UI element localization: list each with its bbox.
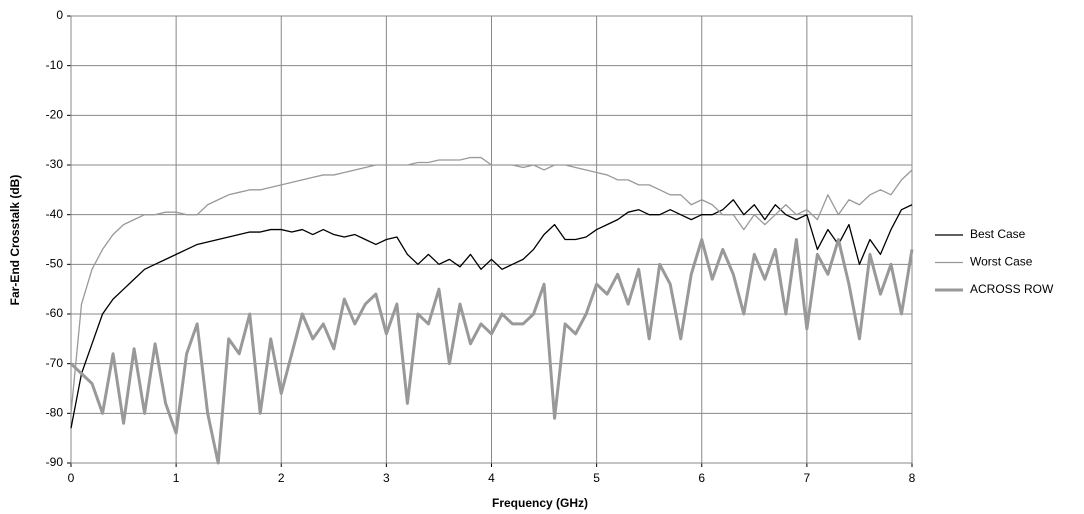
series-line [69,238,914,465]
series-line [70,199,913,429]
y-tick-label: -80 [46,406,64,420]
y-tick-label: -40 [46,207,64,221]
plot-frame [70,15,913,464]
y-tick-label: -70 [46,356,64,370]
legend-label: Best Case [970,227,1026,241]
series-line [70,156,913,414]
y-tick-label: -20 [46,108,64,122]
y-tick-label: -60 [46,306,64,320]
x-tick-label: 7 [804,471,811,485]
y-tick-label: -10 [46,58,64,72]
legend-label: ACROSS ROW [970,282,1054,296]
x-axis-title: Frequency (GHz) [492,496,588,510]
x-tick-label: 2 [278,471,285,485]
x-tick-label: 6 [698,471,705,485]
y-tick-label: -90 [46,455,64,469]
x-tick-label: 4 [488,471,495,485]
x-tick-label: 3 [383,471,390,485]
x-tick-label: 0 [68,471,75,485]
y-tick-label: 0 [56,8,63,22]
y-tick-label: -50 [46,257,64,271]
x-tick-label: 8 [909,471,916,485]
y-tick-label: -30 [46,157,64,171]
legend-label: Worst Case [970,255,1033,269]
x-tick-label: 5 [593,471,600,485]
y-axis-title: Far-End Crosstalk (dB) [8,175,22,306]
x-tick-label: 1 [173,471,180,485]
